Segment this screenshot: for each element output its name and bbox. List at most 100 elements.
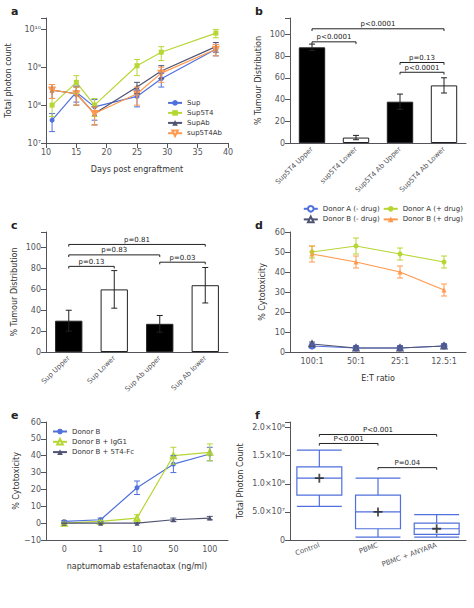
svg-text:40: 40 <box>31 451 41 460</box>
svg-text:0: 0 <box>36 519 41 528</box>
svg-text:b: b <box>255 5 263 18</box>
svg-text:p=0.81: p=0.81 <box>124 236 150 244</box>
svg-text:100: 100 <box>270 30 285 39</box>
svg-text:Days post engraftment: Days post engraftment <box>91 165 183 174</box>
svg-text:60: 60 <box>275 73 285 82</box>
svg-text:Sup5T4 Ab Upper: Sup5T4 Ab Upper <box>354 145 403 194</box>
svg-text:20: 20 <box>275 308 285 317</box>
svg-text:10⁹: 10⁹ <box>28 63 41 72</box>
svg-text:25:1: 25:1 <box>391 357 409 366</box>
svg-text:10: 10 <box>275 328 285 337</box>
svg-text:0: 0 <box>280 139 285 148</box>
svg-text:Donor B (- drug): Donor B (- drug) <box>323 215 380 223</box>
svg-text:100: 100 <box>202 545 217 554</box>
svg-text:80: 80 <box>31 264 41 273</box>
svg-text:sup5T4Ab: sup5T4Ab <box>187 129 222 137</box>
svg-text:50: 50 <box>168 545 178 554</box>
svg-text:0: 0 <box>280 536 285 545</box>
svg-text:30: 30 <box>275 288 285 297</box>
svg-text:Donor B: Donor B <box>72 428 100 436</box>
svg-text:60: 60 <box>31 285 41 294</box>
svg-text:% Tumour Distribution: % Tumour Distribution <box>254 36 263 125</box>
svg-text:Sup: Sup <box>187 99 201 107</box>
svg-text:p=0.13: p=0.13 <box>79 258 105 266</box>
svg-text:35: 35 <box>193 148 203 157</box>
svg-text:0: 0 <box>62 545 67 554</box>
svg-text:50: 50 <box>275 248 285 257</box>
svg-text:p<0.0001: p<0.0001 <box>405 64 440 72</box>
svg-text:P<0.001: P<0.001 <box>363 426 393 434</box>
svg-text:f: f <box>255 409 260 422</box>
svg-text:Sup Ab lower: Sup Ab lower <box>170 354 208 392</box>
svg-text:p=0.03: p=0.03 <box>170 254 196 262</box>
svg-text:10: 10 <box>132 545 142 554</box>
svg-text:10: 10 <box>41 148 51 157</box>
svg-text:Sup5T4 Upper: Sup5T4 Upper <box>274 145 315 186</box>
svg-text:20: 20 <box>31 327 41 336</box>
svg-text:100: 100 <box>26 243 41 252</box>
svg-text:Sup Lower: Sup Lower <box>86 354 118 386</box>
svg-text:25: 25 <box>132 148 142 157</box>
svg-text:40: 40 <box>275 95 285 104</box>
svg-text:p<0.0001: p<0.0001 <box>361 20 396 28</box>
svg-text:SupAb: SupAb <box>187 119 210 127</box>
svg-text:Donor A (+ drug): Donor A (+ drug) <box>403 205 464 213</box>
svg-text:e: e <box>11 409 18 422</box>
svg-text:10¹⁰: 10¹⁰ <box>24 25 41 34</box>
svg-text:Sup Upper: Sup Upper <box>40 354 72 386</box>
svg-text:c: c <box>11 219 18 232</box>
svg-text:30: 30 <box>162 148 172 157</box>
svg-text:p<0.0001: p<0.0001 <box>317 33 352 41</box>
svg-text:Donor B + 5T4-Fc: Donor B + 5T4-Fc <box>72 448 134 456</box>
svg-text:10: 10 <box>31 502 41 511</box>
svg-text:60: 60 <box>31 418 41 427</box>
svg-text:Sup5T4 Ab Lower: Sup5T4 Ab Lower <box>398 145 447 194</box>
svg-text:15: 15 <box>71 148 81 157</box>
svg-text:PBMC + ANYARA: PBMC + ANYARA <box>381 541 439 568</box>
svg-text:P<0.001: P<0.001 <box>334 435 364 443</box>
svg-text:40: 40 <box>275 268 285 277</box>
svg-text:5.0×10⁷: 5.0×10⁷ <box>252 507 285 516</box>
svg-text:20: 20 <box>31 485 41 494</box>
svg-text:Total photon count: Total photon count <box>4 43 13 118</box>
svg-text:40: 40 <box>223 148 233 157</box>
svg-text:naptumomab estafenaotax (ng/ml: naptumomab estafenaotax (ng/ml) <box>67 562 207 571</box>
svg-text:0: 0 <box>36 348 41 357</box>
svg-text:100:1: 100:1 <box>300 357 323 366</box>
svg-text:sup5T4 Lower: sup5T4 Lower <box>319 145 359 185</box>
svg-text:Control: Control <box>294 541 321 557</box>
svg-text:% Cytotoxicity: % Cytotoxicity <box>258 263 267 321</box>
svg-text:Total Photon Count: Total Photon Count <box>236 443 245 519</box>
svg-text:Donor B (+ drug): Donor B (+ drug) <box>403 215 464 223</box>
svg-text:PBMC: PBMC <box>358 541 380 555</box>
svg-text:Donor B + IgG1: Donor B + IgG1 <box>72 438 127 446</box>
svg-text:d: d <box>255 219 263 232</box>
svg-text:40: 40 <box>31 306 41 315</box>
svg-text:a: a <box>11 5 18 18</box>
svg-text:1: 1 <box>98 545 103 554</box>
svg-text:80: 80 <box>275 52 285 61</box>
svg-text:% Cytotoxicity: % Cytotoxicity <box>12 452 21 510</box>
svg-text:50:1: 50:1 <box>347 357 365 366</box>
svg-text:10⁷: 10⁷ <box>28 139 41 148</box>
svg-text:p=0.83: p=0.83 <box>101 246 127 254</box>
svg-text:20: 20 <box>102 148 112 157</box>
svg-text:p=0.13: p=0.13 <box>409 54 435 62</box>
svg-text:2.0×10⁸: 2.0×10⁸ <box>252 423 285 432</box>
svg-text:60: 60 <box>275 228 285 237</box>
svg-text:1.5×10⁸: 1.5×10⁸ <box>252 451 285 460</box>
svg-text:1.0×10⁸: 1.0×10⁸ <box>252 479 285 488</box>
svg-text:12.5:1: 12.5:1 <box>431 357 457 366</box>
svg-text:20: 20 <box>275 117 285 126</box>
svg-text:50: 50 <box>31 434 41 443</box>
svg-text:Donor A (- drug): Donor A (- drug) <box>323 205 380 213</box>
svg-text:10⁸: 10⁸ <box>28 101 41 110</box>
svg-text:P=0.04: P=0.04 <box>394 459 420 467</box>
svg-text:0: 0 <box>280 348 285 357</box>
svg-text:−10: −10 <box>24 536 41 545</box>
svg-text:30: 30 <box>31 468 41 477</box>
svg-text:Sup Ab upper: Sup Ab upper <box>123 354 162 393</box>
svg-text:% Tumour Distribution: % Tumour Distribution <box>10 247 19 336</box>
svg-text:Sup5T4: Sup5T4 <box>187 109 214 117</box>
svg-text:E:T ratio: E:T ratio <box>361 374 395 383</box>
